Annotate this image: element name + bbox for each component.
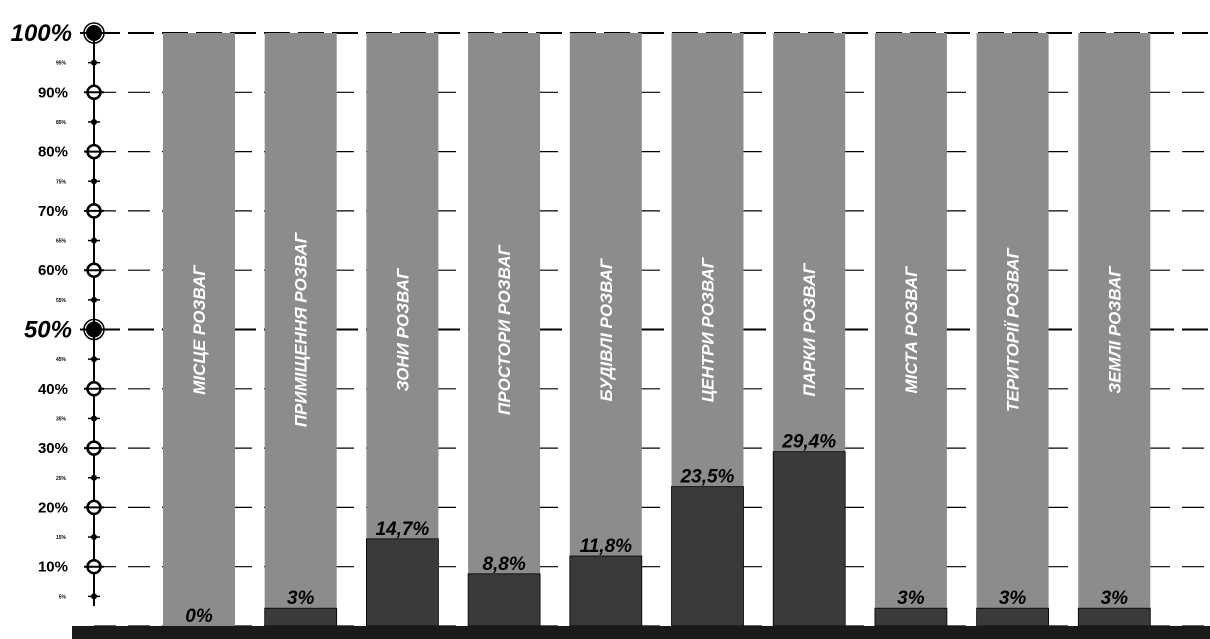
- bar-background: [366, 33, 439, 626]
- bar-value: [772, 451, 846, 627]
- bar-background: [874, 33, 947, 626]
- bar-category-label: ПРИМІЩЕННЯ РОЗВАГ: [292, 231, 311, 427]
- y-minor-tick-label: 25%: [56, 476, 67, 482]
- bar-category-label: ТЕРИТОРІЇ РОЗВАГ: [1004, 246, 1023, 412]
- y-tick-label: 30%: [38, 440, 68, 457]
- y-minor-tick-label: 35%: [56, 416, 67, 422]
- y-tick-label: 10%: [38, 559, 68, 576]
- y-tick-label: 40%: [38, 381, 68, 398]
- bar-data-label: 8,8%: [482, 554, 525, 575]
- bar-data-label: 23,5%: [680, 467, 735, 488]
- bar-category-label: МІСТА РОЗВАГ: [902, 265, 921, 394]
- bar-background: [163, 33, 235, 626]
- y-minor-tick-label: 65%: [56, 239, 67, 245]
- y-tick-label: 50%: [24, 317, 72, 344]
- bar-value: [264, 607, 338, 627]
- bar-data-label: 3%: [1101, 588, 1129, 609]
- bar-value: [569, 555, 643, 627]
- y-minor-tick-label: 15%: [56, 535, 67, 541]
- y-minor-tick-label: 5%: [59, 594, 67, 600]
- y-axis: 100% 50% 90% 80% 70% 60% 40% 30% 20% 10% 95% 85% 75%…: [11, 20, 108, 606]
- y-minor-tick-label: 55%: [56, 298, 67, 304]
- bars: МІСЦЕ РОЗВАГ 0% ПРИМІЩЕННЯ РОЗВАГ 3% ЗОНИ РО…: [163, 33, 1151, 627]
- bar-background: [264, 33, 337, 626]
- bar-background: [976, 33, 1049, 626]
- bar-data-label: 3%: [999, 588, 1027, 609]
- bar-category-label: ПАРКИ РОЗВАГ: [800, 262, 819, 397]
- bar-category-label: ЗЕМЛІ РОЗВАГ: [1105, 265, 1124, 394]
- bar-data-label: 29,4%: [781, 432, 836, 453]
- bar-background: [1078, 33, 1151, 626]
- bar-background: [468, 33, 541, 626]
- bar-value: [976, 607, 1049, 627]
- bar-category-label: ЦЕНТРИ РОЗВАГ: [699, 256, 718, 402]
- y-minor-tick-label: 85%: [56, 120, 67, 126]
- y-minor-tick-label: 95%: [56, 61, 67, 67]
- bar-category-label: ПРОСТОРИ РОЗВАГ: [495, 243, 514, 414]
- bar-value: [874, 607, 948, 627]
- y-minor-tick-label: 75%: [56, 179, 67, 185]
- y-tick-label: 70%: [38, 203, 68, 220]
- bar-data-label: 3%: [897, 588, 925, 609]
- bar-value: [467, 573, 541, 627]
- bar-category-label: ЗОНИ РОЗВАГ: [393, 267, 412, 391]
- bar-value: [1077, 607, 1151, 627]
- y-minor-tick-label: 45%: [56, 357, 67, 363]
- bar-data-label: 11,8%: [580, 536, 633, 557]
- bar-value: [671, 486, 744, 627]
- y-tick-label: 100%: [11, 20, 72, 47]
- bar-category-label: БУДІВЛІ РОЗВАГ: [597, 257, 616, 401]
- bar-value: [365, 538, 439, 627]
- bar-data-label: 3%: [287, 588, 315, 609]
- y-tick-label: 20%: [38, 499, 68, 516]
- y-tick-label: 60%: [38, 262, 68, 279]
- bar-background: [569, 33, 642, 626]
- y-tick-label: 90%: [38, 84, 68, 101]
- bar-data-label: 0%: [185, 606, 213, 627]
- baseline-bar: [72, 626, 1210, 639]
- bar-category-label: МІСЦЕ РОЗВАГ: [190, 264, 209, 395]
- y-tick-label: 80%: [38, 144, 68, 161]
- bar-data-label: 14,7%: [375, 519, 429, 540]
